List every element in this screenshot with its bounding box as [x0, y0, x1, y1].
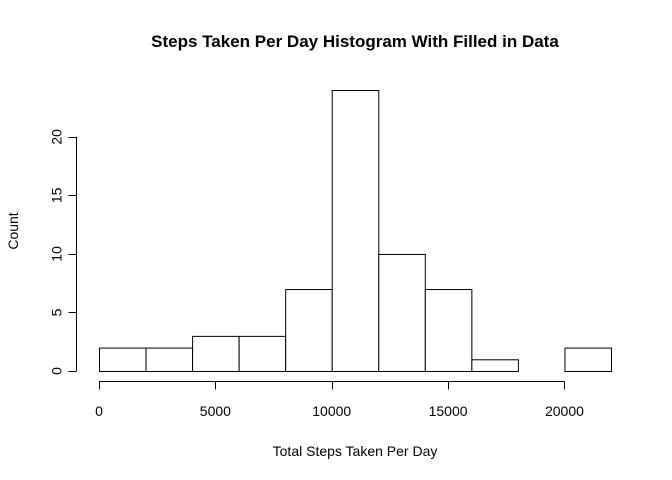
y-tick-label-4: 20: [49, 129, 65, 145]
y-tick-label-2: 10: [49, 246, 65, 262]
histogram-bar-6: [378, 253, 426, 373]
x-tick-label-2: 10000: [312, 403, 351, 419]
histogram-bar-0: [99, 347, 147, 373]
histogram-bar-7: [424, 289, 473, 372]
y-axis-label: Count: [5, 212, 21, 249]
x-tick-label-4: 20000: [545, 403, 584, 419]
histogram-bar-5: [331, 90, 380, 372]
x-tick-label-1: 5000: [200, 403, 231, 419]
x-tick-label-0: 0: [95, 403, 103, 419]
y-tick-label-0: 0: [49, 367, 65, 375]
histogram-bar-8: [471, 359, 519, 372]
y-tick-label-1: 5: [49, 308, 65, 316]
y-axis: 0 5 10 15 20: [49, 129, 77, 375]
y-tick-label-3: 15: [49, 187, 65, 203]
histogram-bar-3: [238, 335, 287, 372]
x-axis-label: Total Steps Taken Per Day: [273, 443, 438, 459]
x-axis: 0 5000 10000 15000 20000: [95, 381, 584, 419]
histogram-bar-4: [285, 289, 333, 372]
bars-group: [99, 90, 612, 373]
histogram-bar-2: [192, 335, 240, 372]
histogram-bar-1: [145, 347, 194, 373]
x-tick-label-3: 15000: [429, 403, 468, 419]
histogram-bar-10: [564, 347, 612, 373]
chart-title: Steps Taken Per Day Histogram With Fille…: [151, 32, 559, 51]
